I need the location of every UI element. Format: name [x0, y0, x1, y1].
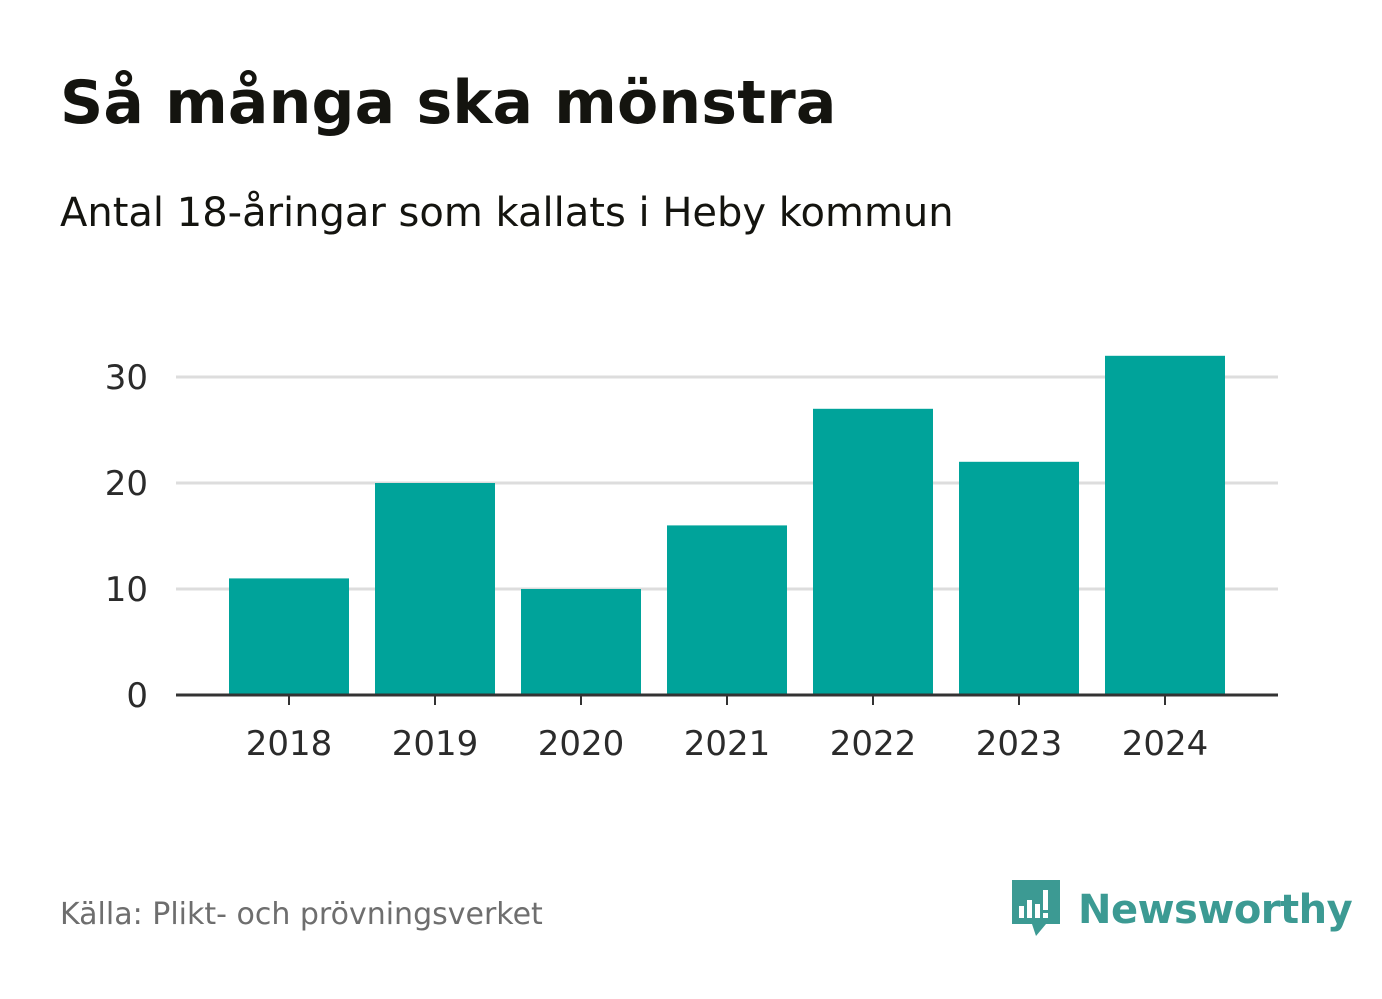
tick-labels: 0 10 20 30 2018 2019 2020 2021 2022 2023 2024 [105, 358, 1209, 764]
bar-2023 [959, 461, 1079, 695]
y-tick-label-30: 30 [105, 358, 148, 398]
chart-subtitle: Antal 18-åringar som kallats i Heby komm… [60, 190, 954, 236]
bar-2022 [813, 408, 933, 695]
x-tick-label-2018: 2018 [246, 724, 333, 764]
bar-chart: 0 10 20 30 2018 2019 2020 2021 2022 2023 2024 [105, 355, 1278, 764]
x-tick-label-2019: 2019 [392, 724, 479, 764]
y-tick-label-20: 20 [105, 464, 148, 504]
x-tick-label-2020: 2020 [538, 724, 625, 764]
x-tick-label-2021: 2021 [684, 724, 771, 764]
brand-name: Newsworthy [1078, 887, 1353, 933]
bar-2021 [667, 525, 787, 695]
x-tick-label-2024: 2024 [1122, 724, 1209, 764]
source-note: Källa: Plikt- och prövningsverket [60, 897, 543, 932]
x-tick-label-2023: 2023 [976, 724, 1063, 764]
axes [176, 693, 1278, 705]
newsworthy-chart-bubble-icon [1010, 878, 1062, 942]
x-tick-label-2022: 2022 [830, 724, 917, 764]
bar-2019 [375, 483, 495, 695]
chart-title: Så många ska mönstra [60, 68, 837, 138]
y-tick-label-10: 10 [105, 570, 148, 610]
bars [229, 355, 1225, 695]
bar-2020 [521, 589, 641, 695]
bar-2024 [1105, 355, 1225, 695]
brand-logo: Newsworthy [1010, 878, 1353, 942]
y-tick-label-0: 0 [126, 676, 148, 716]
bar-2018 [229, 578, 349, 695]
